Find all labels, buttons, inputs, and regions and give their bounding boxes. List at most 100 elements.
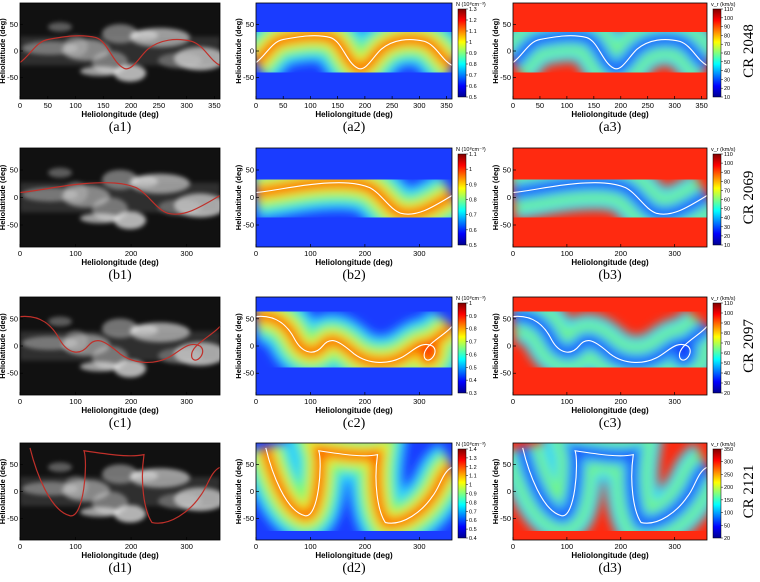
neutral-line xyxy=(513,183,707,215)
panel-c1: 0 100 200 300 50 0 -50 Heliolongitude (deg) Heli… xyxy=(0,297,226,431)
y-axis-label: Heliolatitude (deg) xyxy=(0,164,7,230)
colorbar: v_r (km/s)110 100 90 80 70 60 50 40 30 20 10 xyxy=(711,2,736,101)
x-tick-label: 200 xyxy=(359,397,372,406)
colorbar: v_r (km/s)350 300 250 200 150 100 50 20 xyxy=(711,442,736,542)
colorbar-tick-label: 100 xyxy=(724,161,733,167)
colorbar-tick-label: 1 xyxy=(469,40,472,46)
y-tick-label: 0 xyxy=(250,487,254,496)
y-tick-label: -50 xyxy=(500,369,511,378)
x-axis-label: Heliolongitude (deg) xyxy=(81,406,159,415)
y-tick-label: 50 xyxy=(10,314,18,323)
panel-caption: (b2) xyxy=(342,268,366,283)
y-tick-label: 50 xyxy=(503,166,511,175)
y-tick-label: -50 xyxy=(243,369,254,378)
colorbar-tick-label: 110 xyxy=(724,152,733,158)
colorbar: N (10⁸cm⁻³)1.3 1.2 1.1 1 0.9 0.8 0.7 0.6 0.5 xyxy=(456,1,486,101)
colorbar-tick-label: 30 xyxy=(724,77,730,83)
y-tick-label: 50 xyxy=(246,460,254,469)
colorbar-gradient xyxy=(457,302,467,394)
x-tick-label: 200 xyxy=(615,101,628,110)
colorbar-tick-label: 1.2 xyxy=(469,18,477,24)
y-axis-label: Heliolatitude (deg) xyxy=(234,164,243,230)
colorbar-tick-label: 1.1 xyxy=(469,474,477,480)
x-tick-label: 100 xyxy=(304,542,317,551)
colorbar-tick-label: 1 xyxy=(469,167,472,173)
y-tick-label: 0 xyxy=(14,193,18,202)
y-tick-label: 0 xyxy=(507,47,511,56)
row-label: CR 2121 xyxy=(741,465,757,519)
x-axis-label: Heliolongitude (deg) xyxy=(571,258,649,267)
x-tick-label: 200 xyxy=(359,101,372,110)
x-tick-label: 100 xyxy=(561,249,574,258)
y-tick-label: -50 xyxy=(500,514,511,523)
y-tick-label: 0 xyxy=(14,487,18,496)
colorbar-tick-label: 0.7 xyxy=(469,73,477,79)
colorbar-title: N (10⁸cm⁻³) xyxy=(456,1,486,8)
colorbar-gradient xyxy=(712,448,722,539)
colorbar-tick-label: 110 xyxy=(724,301,733,307)
colorbar-tick-label: 80 xyxy=(724,179,730,185)
y-axis-label: Heliolatitude (deg) xyxy=(491,18,500,84)
y-tick-label: -50 xyxy=(7,221,18,230)
colorbar-tick-label: 40 xyxy=(724,371,730,377)
colorbar-tick-label: 0.7 xyxy=(469,340,477,346)
colorbar-tick-label: 10 xyxy=(724,243,730,249)
x-axis-label: Heliolongitude (deg) xyxy=(315,258,393,267)
colorbar-tick-label: 0.6 xyxy=(469,228,477,234)
panel-b2: 0 100 200 300 50 0 -50 Heliolongitude (deg) Heli… xyxy=(234,146,486,283)
colorbar-gradient xyxy=(712,302,722,394)
y-tick-label: 0 xyxy=(250,193,254,202)
x-tick-label: 250 xyxy=(153,101,166,110)
panel-c2: 0 100 200 300 50 0 -50 Heliolongitude (deg) Heli… xyxy=(234,295,486,431)
neutral-line xyxy=(266,448,452,523)
x-tick-label: 0 xyxy=(254,249,258,258)
y-tick-label: 50 xyxy=(503,314,511,323)
colorbar-tick-label: 80 xyxy=(724,33,730,39)
colorbar-tick-label: 1.3 xyxy=(469,7,477,13)
y-tick-label: 50 xyxy=(10,20,18,29)
colorbar-title: N (10⁸cm⁻³) xyxy=(456,295,486,302)
x-tick-label: 200 xyxy=(359,542,372,551)
colorbar-tick-label: 50 xyxy=(724,60,730,66)
x-tick-label: 0 xyxy=(511,542,515,551)
x-tick-label: 100 xyxy=(69,101,82,110)
y-tick-label: -50 xyxy=(500,221,511,230)
x-tick-label: 200 xyxy=(359,249,372,258)
colorbar-tick-label: 50 xyxy=(724,523,730,529)
colorbar-title: N (10⁸cm⁻³) xyxy=(456,441,486,448)
colorbar-title: N (10⁸cm⁻³) xyxy=(456,146,486,153)
panel-caption: (c2) xyxy=(343,416,366,431)
colorbar-tick-label: 0.9 xyxy=(469,492,477,498)
neutral-line xyxy=(256,183,452,215)
colorbar-tick-label: 0.8 xyxy=(469,500,477,506)
panel-a2: 0 50 100 150 200 250 300 350 50 0 -50 Heliolongitud… xyxy=(234,1,486,135)
colorbar: N (10⁸cm⁻³)1.4 1.3 1.2 1.1 1 0.9 0.8 0.7 0.6 0.5 0… xyxy=(456,441,486,542)
neutral-line xyxy=(20,36,220,69)
x-tick-label: 0 xyxy=(254,101,258,110)
panel-d2: 0 100 200 300 50 0 -50 Heliolongitude (deg) Heli… xyxy=(234,441,486,576)
panel-a1: 0 50 100 150 200 250 300 350 50 0 -50 Heliolongitud… xyxy=(0,3,226,135)
x-tick-label: 0 xyxy=(18,101,22,110)
x-tick-label: 200 xyxy=(615,542,628,551)
y-axis-label: Heliolatitude (deg) xyxy=(491,313,500,379)
colorbar-tick-label: 0.5 xyxy=(469,95,477,101)
x-tick-label: 0 xyxy=(18,542,22,551)
colorbar-tick-label: 70 xyxy=(724,341,730,347)
colorbar-tick-label: 0.9 xyxy=(469,51,477,57)
colorbar-tick-label: 70 xyxy=(724,42,730,48)
colorbar-tick-label: 70 xyxy=(724,188,730,194)
x-tick-label: 50 xyxy=(536,101,544,110)
neutral-line xyxy=(256,316,452,362)
x-tick-label: 200 xyxy=(615,397,628,406)
colorbar-tick-label: 80 xyxy=(724,331,730,337)
colorbar-tick-label: 350 xyxy=(724,447,733,453)
x-tick-label: 0 xyxy=(511,249,515,258)
colorbar-tick-label: 0.5 xyxy=(469,527,477,533)
colorbar-tick-label: 90 xyxy=(724,25,730,31)
colorbar-tick-label: 150 xyxy=(724,498,733,504)
neutral-line xyxy=(256,36,452,69)
x-tick-label: 50 xyxy=(44,101,52,110)
colorbar-tick-label: 0.6 xyxy=(469,352,477,358)
colorbar-title: v_r (km/s) xyxy=(711,442,736,448)
colorbar-tick-label: 30 xyxy=(724,225,730,231)
